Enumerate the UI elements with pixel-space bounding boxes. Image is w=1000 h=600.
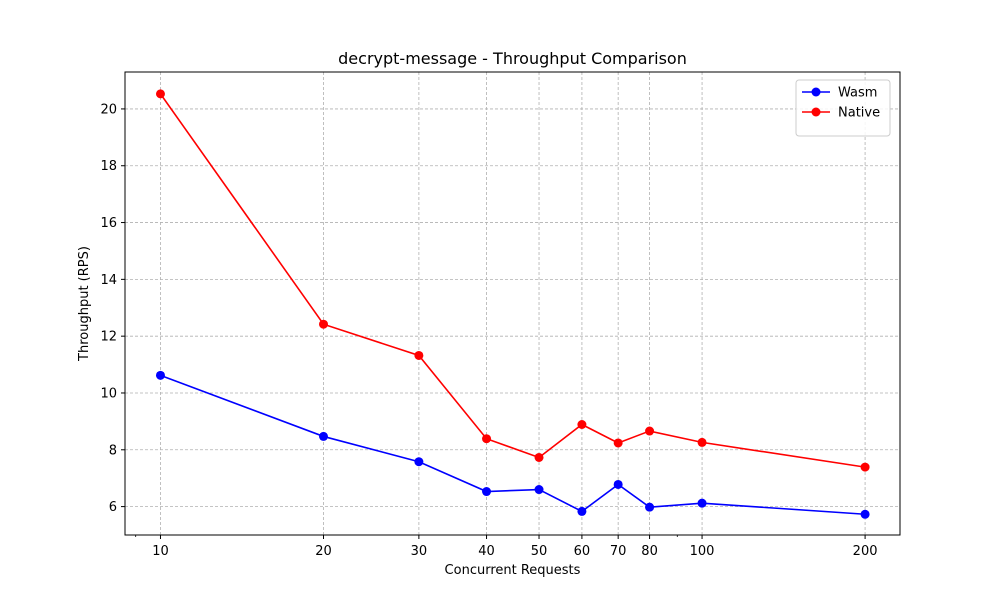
x-tick-label: 200 bbox=[853, 544, 878, 559]
y-tick-label: 18 bbox=[100, 159, 117, 174]
data-point-native bbox=[577, 420, 587, 430]
x-tick-label: 80 bbox=[641, 544, 658, 559]
y-tick-label: 16 bbox=[100, 216, 117, 231]
series-line-wasm bbox=[160, 374, 866, 516]
legend-entry-wasm: Wasm bbox=[802, 86, 877, 101]
grid-lines bbox=[125, 72, 900, 535]
data-point-wasm bbox=[414, 457, 424, 467]
series-wasm bbox=[155, 370, 870, 519]
legend-entry-native: Native bbox=[802, 106, 880, 121]
data-point-wasm bbox=[577, 506, 587, 516]
data-point-native bbox=[534, 452, 544, 462]
series-native bbox=[155, 89, 870, 472]
series-layer bbox=[155, 89, 870, 519]
data-point-native bbox=[482, 434, 492, 444]
y-tick-label: 20 bbox=[100, 102, 117, 117]
legend: Wasm Native bbox=[795, 79, 891, 137]
axes: 10 20 30 40 50 60 70 80 100 200 6 8 10 12 14 16 18 20 bbox=[100, 102, 877, 559]
y-axis-label: Throughput (RPS) bbox=[77, 246, 92, 362]
x-tick-label: 20 bbox=[315, 544, 332, 559]
x-tick-label: 60 bbox=[574, 544, 591, 559]
x-tick-label: 30 bbox=[411, 544, 428, 559]
data-point-wasm bbox=[645, 502, 655, 512]
plot-frame bbox=[124, 71, 901, 536]
series-line-native bbox=[159, 93, 866, 468]
x-tick-label: 10 bbox=[152, 544, 169, 559]
data-point-wasm bbox=[482, 487, 492, 497]
data-point-wasm bbox=[534, 485, 544, 495]
data-point-wasm bbox=[155, 370, 165, 380]
x-tick-label: 40 bbox=[478, 544, 495, 559]
legend-label: Native bbox=[838, 106, 880, 121]
data-point-wasm bbox=[697, 498, 707, 508]
data-point-native bbox=[155, 89, 165, 99]
y-tick-label: 12 bbox=[100, 330, 117, 345]
data-point-native bbox=[319, 319, 329, 329]
data-point-wasm bbox=[860, 509, 870, 519]
data-point-native bbox=[645, 426, 655, 436]
data-point-native bbox=[860, 462, 870, 472]
legend-label: Wasm bbox=[838, 86, 877, 101]
data-point-wasm bbox=[319, 431, 329, 441]
data-point-native bbox=[697, 437, 707, 447]
legend-marker bbox=[811, 87, 821, 97]
data-point-native bbox=[414, 350, 424, 360]
y-tick-label: 14 bbox=[100, 273, 117, 288]
y-tick-label: 6 bbox=[109, 500, 117, 515]
legend-marker bbox=[811, 107, 821, 117]
x-tick-label: 70 bbox=[610, 544, 627, 559]
chart-title: decrypt-message - Throughput Comparison bbox=[338, 49, 687, 68]
y-tick-label: 10 bbox=[100, 386, 117, 401]
x-tick-label: 50 bbox=[531, 544, 548, 559]
x-axis-label: Concurrent Requests bbox=[445, 563, 581, 578]
data-point-wasm bbox=[613, 479, 623, 489]
data-point-native bbox=[613, 438, 623, 448]
x-tick-label: 100 bbox=[690, 544, 715, 559]
y-tick-label: 8 bbox=[109, 443, 117, 458]
